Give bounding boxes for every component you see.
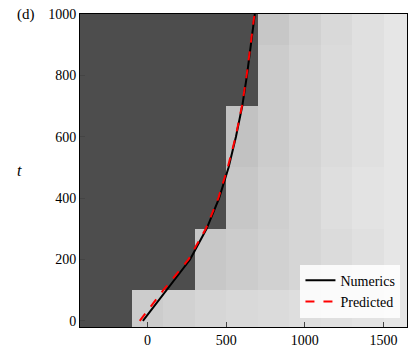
svg-text:(d): (d) xyxy=(17,6,35,23)
svg-text:0: 0 xyxy=(69,314,76,329)
svg-text:500: 500 xyxy=(216,333,237,348)
svg-text:Numerics: Numerics xyxy=(340,274,394,289)
svg-text:1000: 1000 xyxy=(291,333,319,348)
svg-text:400: 400 xyxy=(55,191,76,206)
svg-text:200: 200 xyxy=(55,252,76,267)
svg-text:0: 0 xyxy=(144,333,151,348)
svg-text:Predicted: Predicted xyxy=(340,295,393,310)
svg-text:1000: 1000 xyxy=(48,7,76,22)
svg-text:t: t xyxy=(17,162,22,179)
svg-text:1500: 1500 xyxy=(369,333,397,348)
svg-text:800: 800 xyxy=(55,68,76,83)
svg-text:600: 600 xyxy=(55,130,76,145)
